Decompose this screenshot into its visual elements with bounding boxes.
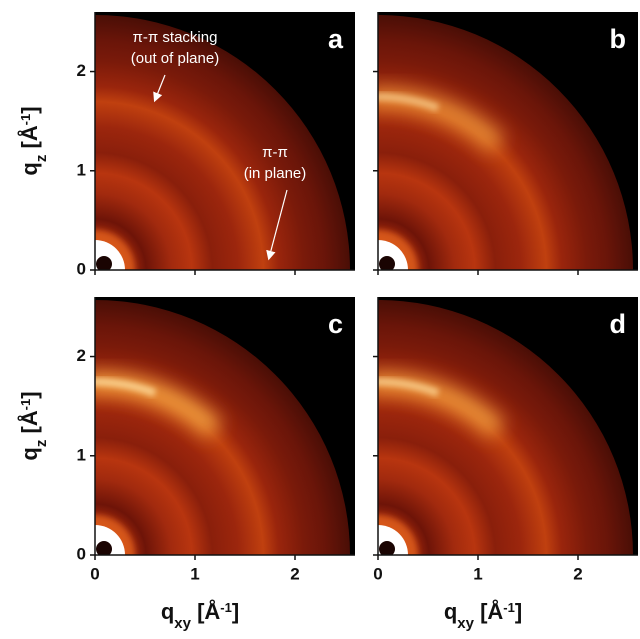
annotation-arrow: [153, 74, 166, 103]
stacking-arc-core: [378, 377, 440, 397]
stacking-arc-core: [378, 92, 440, 112]
x-tick-label: 0: [90, 564, 99, 583]
x-tick-label: 0: [373, 564, 382, 583]
x-tick-label: 1: [473, 564, 482, 583]
beamstop: [96, 541, 112, 555]
scattering-pattern: [378, 300, 633, 555]
x-axis-label: qxy [Å-1]: [161, 598, 239, 632]
y-tick-label: 0: [77, 259, 86, 278]
scattering-pattern: [95, 300, 350, 555]
panel: b: [373, 12, 638, 275]
y-axis-label: qz [Å-1]: [16, 391, 50, 460]
x-axis-label: qxy [Å-1]: [444, 598, 522, 632]
beamstop: [379, 541, 395, 555]
panel-label: a: [328, 24, 344, 54]
y-axis-label: qz [Å-1]: [16, 106, 50, 175]
panel: c 0 1 2 0 1 2 qz [Å-1] qxy [Å-1]: [16, 297, 355, 632]
annotation: (out of plane): [131, 50, 219, 67]
annotation: π-π stacking: [133, 29, 218, 46]
x-tick-label: 2: [290, 564, 299, 583]
beamstop: [96, 256, 112, 270]
beamstop: [379, 256, 395, 270]
stacking-arc-core: [95, 377, 157, 397]
annotation: (in plane): [244, 165, 307, 182]
y-tick-label: 1: [77, 445, 86, 464]
panel: d 0 1 2 qxy [Å-1]: [373, 297, 638, 632]
panel-label: d: [610, 309, 627, 339]
scattering-pattern: [378, 15, 633, 270]
x-tick-label: 2: [573, 564, 582, 583]
x-tick-label: 1: [190, 564, 199, 583]
y-tick-label: 1: [77, 160, 86, 179]
annotation-arrow: [266, 189, 288, 261]
y-tick-label: 0: [77, 544, 86, 563]
y-tick-label: 2: [77, 346, 86, 365]
scattering-pattern: [95, 15, 350, 270]
panel-label: c: [328, 309, 343, 339]
panel: a 0 1 2 qz [Å-1] π-π stacking (out of plane) π-…: [16, 12, 355, 278]
panel-label: b: [610, 24, 627, 54]
annotation: π-π: [262, 144, 288, 161]
y-tick-label: 2: [77, 61, 86, 80]
